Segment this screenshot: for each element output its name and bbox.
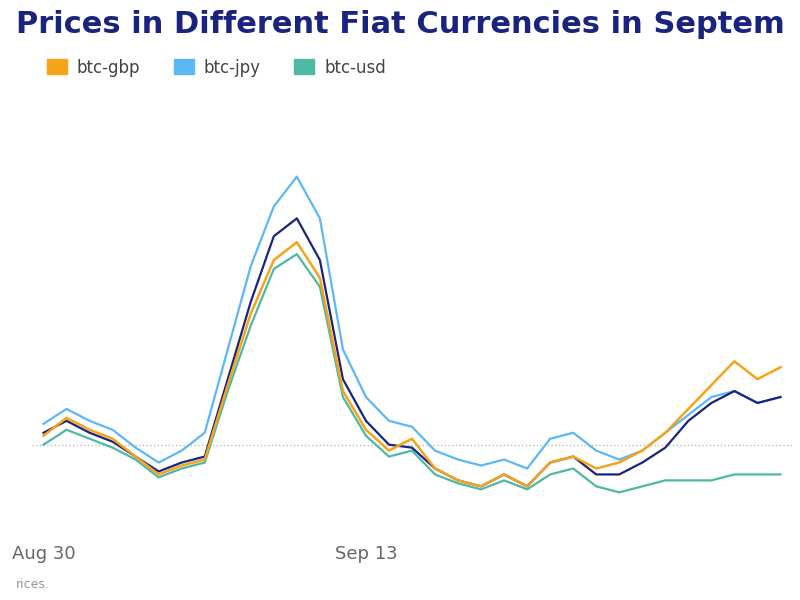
Text: Prices in Different Fiat Currencies in Septem: Prices in Different Fiat Currencies in S… — [16, 10, 785, 39]
Text: rices.: rices. — [16, 578, 50, 591]
Legend: btc-gbp, btc-jpy, btc-usd: btc-gbp, btc-jpy, btc-usd — [40, 52, 393, 83]
